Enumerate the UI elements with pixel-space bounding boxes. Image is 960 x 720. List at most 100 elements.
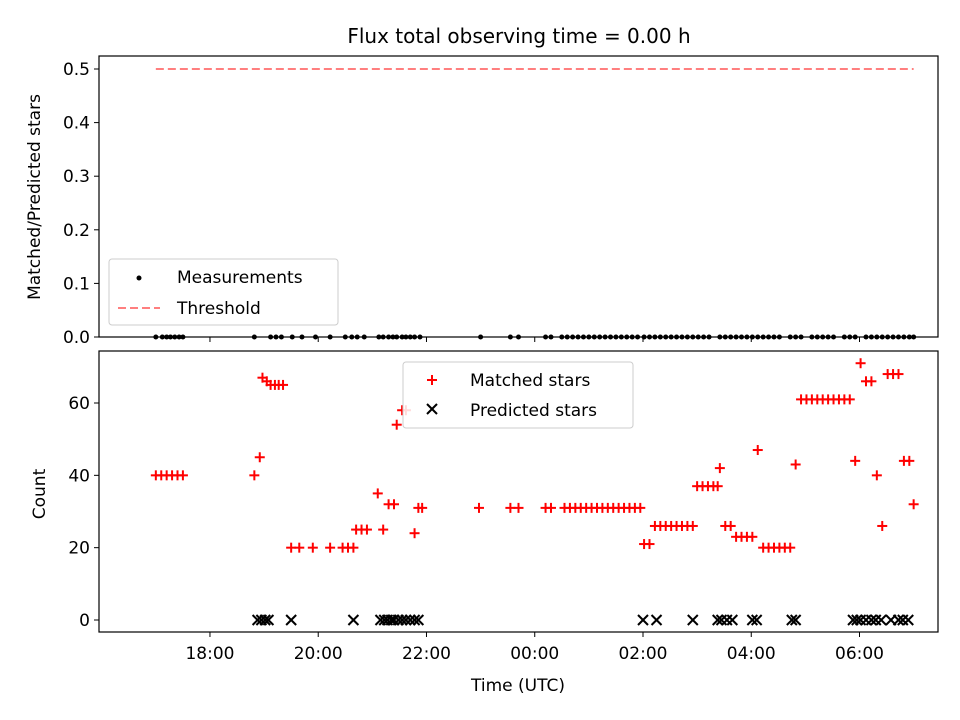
- top-y-axis-label: Matched/Predicted stars: [25, 94, 45, 300]
- predicted-star-point: [902, 614, 914, 626]
- predicted-star-point: [711, 614, 724, 626]
- matched-star-point: [844, 394, 855, 405]
- y-tick-label: 40: [68, 466, 90, 486]
- predicted-star-point: [892, 614, 905, 626]
- predicted-star-point: [746, 614, 759, 626]
- bottom-axes-frame: [98, 350, 939, 633]
- predicted-star-point: [786, 614, 798, 626]
- x-tick-label: 18:00: [185, 644, 234, 664]
- matched-star-point: [644, 539, 655, 550]
- predicted-star-point: [637, 614, 649, 626]
- matched-star-point: [712, 481, 723, 492]
- predicted-star-point: [285, 614, 297, 626]
- matched-star-point: [417, 502, 428, 513]
- top-y-axis: 0.0 0.1 0.2 0.3 0.4 0.5: [63, 60, 99, 348]
- matched-star-point: [790, 459, 801, 470]
- legend-predicted-marker: [426, 403, 438, 415]
- predicted-star-point: [875, 614, 887, 626]
- predicted-star-point: [388, 614, 400, 626]
- matched-star-point: [307, 542, 318, 553]
- matched-star-point: [785, 542, 796, 553]
- top-legend: Measurements Threshold: [108, 258, 339, 326]
- matched-star-point: [372, 488, 383, 499]
- predicted-star-point: [865, 614, 878, 626]
- predicted-star-point: [412, 614, 425, 626]
- top-panel: 0.0 0.1 0.2 0.3 0.4 0.5 Matched/Predicted sta…: [25, 55, 939, 348]
- bottom-legend: Matched stars Predicted stars: [402, 361, 634, 429]
- matched-star-point: [687, 520, 698, 531]
- matched-star-point: [254, 452, 265, 463]
- y-tick-label: 0.4: [63, 114, 90, 134]
- legend-matched-marker: [427, 375, 437, 385]
- legend-matched-label: Matched stars: [470, 371, 590, 391]
- top-axes-frame: [98, 55, 939, 338]
- bottom-y-axis-label: Count: [30, 468, 50, 519]
- matched-star-point: [725, 520, 736, 531]
- matched-star-point: [249, 470, 260, 481]
- top-chart-title: Flux total observing time = 0.00 h: [347, 24, 690, 48]
- matched-star-point: [855, 358, 866, 369]
- y-tick-label: 0.0: [63, 328, 90, 348]
- y-tick-label: 20: [68, 539, 90, 559]
- matched-star-point: [877, 520, 888, 531]
- x-tick-label: 00:00: [510, 644, 559, 664]
- top-legend-box: [108, 258, 339, 326]
- legend-measurements-marker: [136, 275, 142, 281]
- bottom-x-axis-label: Time (UTC): [470, 676, 565, 696]
- matched-star-point: [378, 524, 389, 535]
- matched-star-point: [348, 542, 359, 553]
- y-tick-label: 0.2: [63, 221, 90, 241]
- predicted-star-point: [396, 614, 408, 626]
- legend-measurements-label: Measurements: [177, 268, 303, 288]
- x-tick-label: 04:00: [727, 644, 776, 664]
- matched-star-point: [871, 470, 882, 481]
- matched-star-point: [752, 445, 763, 456]
- x-tick-label: 02:00: [618, 644, 667, 664]
- matched-star-point: [866, 376, 877, 387]
- y-tick-label: 60: [68, 394, 90, 414]
- bottom-panel: 0 20 40 60 18:00 20:00 22:00 00:00 02:00 04:00 0 6…: [30, 350, 939, 696]
- predicted-star-point: [726, 614, 739, 626]
- y-tick-label: 0.3: [63, 167, 90, 187]
- y-tick-label: 0.1: [63, 274, 90, 294]
- matched-star-point: [278, 379, 289, 390]
- matched-star-point: [513, 502, 524, 513]
- predicted-star-point: [851, 614, 863, 626]
- matched-star-point: [361, 524, 372, 535]
- bottom-plot-marks: [150, 358, 919, 626]
- x-tick-label: 20:00: [294, 644, 343, 664]
- matched-star-point: [908, 499, 919, 510]
- matched-star-point: [325, 542, 336, 553]
- predicted-star-point: [347, 614, 360, 626]
- y-tick-label: 0.5: [63, 60, 90, 80]
- bottom-legend-box: [402, 361, 634, 429]
- matched-star-point: [635, 502, 646, 513]
- matched-star-point: [294, 542, 305, 553]
- matched-star-point: [177, 470, 188, 481]
- y-tick-label: 0: [79, 611, 90, 631]
- predicted-star-point: [259, 614, 271, 626]
- bottom-y-axis: 0 20 40 60: [68, 394, 99, 631]
- legend-predicted-label: Predicted stars: [470, 401, 597, 421]
- predicted-star-point: [687, 614, 699, 626]
- predicted-star-point: [650, 614, 663, 626]
- matched-star-point: [545, 502, 556, 513]
- matched-star-point: [747, 531, 758, 542]
- matched-star-point: [473, 502, 484, 513]
- predicted-star-point: [789, 614, 802, 626]
- matched-star-point: [389, 499, 400, 510]
- matched-star-point: [409, 528, 420, 539]
- matched-star-point: [391, 419, 402, 430]
- matched-star-point: [893, 369, 904, 380]
- top-x-axis: [209, 337, 861, 342]
- x-tick-label: 22:00: [402, 644, 451, 664]
- predicted-star-point: [400, 614, 412, 626]
- predicted-star-point: [408, 614, 421, 626]
- matched-star-point: [904, 455, 915, 466]
- matched-star-point: [714, 463, 725, 474]
- bottom-x-axis: 18:00 20:00 22:00 00:00 02:00 04:00 06:00: [185, 632, 884, 664]
- matched-star-point: [850, 455, 861, 466]
- predicted-star-point: [404, 614, 416, 626]
- predicted-star-point: [262, 614, 275, 626]
